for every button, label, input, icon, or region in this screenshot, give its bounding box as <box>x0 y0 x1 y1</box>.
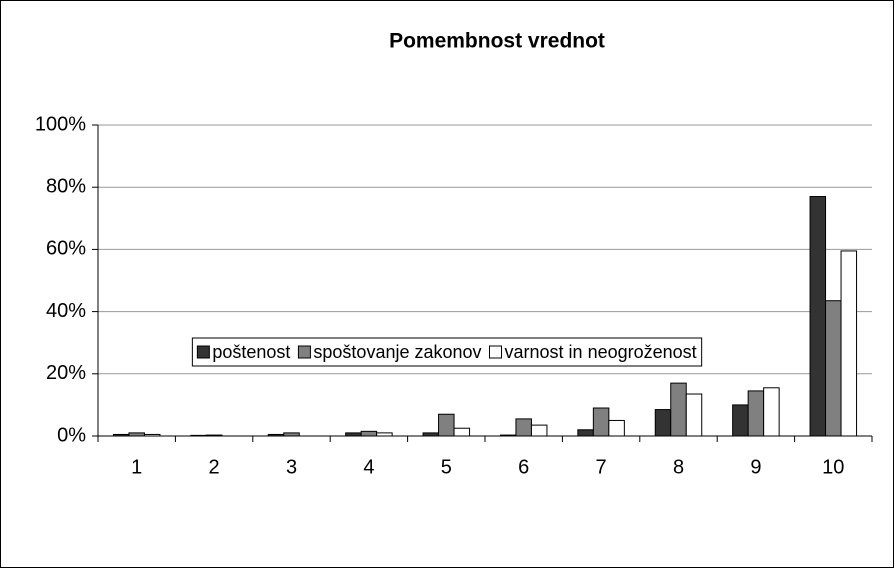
legend-marker <box>196 345 210 359</box>
bar <box>654 409 672 437</box>
bar <box>608 419 625 437</box>
legend-marker <box>297 345 311 359</box>
bar <box>360 430 378 437</box>
x-tick-label: 10 <box>822 456 844 478</box>
x-tick-label: 3 <box>286 456 297 478</box>
bar <box>825 300 842 437</box>
x-tick-label: 8 <box>673 456 684 478</box>
bar <box>530 424 548 437</box>
y-tick-label: 80% <box>46 175 86 197</box>
bar <box>763 387 780 437</box>
x-tick-label: 9 <box>750 456 761 478</box>
bar <box>438 413 455 437</box>
legend-marker <box>489 345 503 359</box>
legend-label: varnost in neogroženost <box>505 342 697 362</box>
x-tick-label: 1 <box>131 456 142 478</box>
bar <box>747 390 765 437</box>
bar <box>453 427 471 437</box>
x-tick-label: 2 <box>209 456 220 478</box>
bar <box>592 407 610 437</box>
x-tick-label: 7 <box>596 456 607 478</box>
legend-label: spoštovanje zakonov <box>313 342 481 362</box>
legend-label: poštenost <box>212 342 290 362</box>
bar <box>809 196 827 437</box>
bar <box>515 418 532 437</box>
y-tick-label: 40% <box>46 300 86 322</box>
chart-title: Pomembnost vrednot <box>389 30 605 53</box>
y-tick-label: 100% <box>35 113 86 135</box>
y-tick-label: 0% <box>57 424 86 446</box>
bar <box>840 250 858 437</box>
x-tick-label: 5 <box>441 456 452 478</box>
bar <box>732 404 749 437</box>
y-tick-label: 60% <box>46 238 86 260</box>
y-tick-label: 20% <box>46 362 86 384</box>
x-tick-label: 6 <box>518 456 529 478</box>
bar <box>685 393 703 437</box>
bar <box>577 429 594 437</box>
x-tick-label: 4 <box>363 456 374 478</box>
bar <box>670 382 687 437</box>
legend-box <box>191 337 703 367</box>
legend: poštenost spoštovanje zakonov varnost in n… <box>191 337 703 367</box>
